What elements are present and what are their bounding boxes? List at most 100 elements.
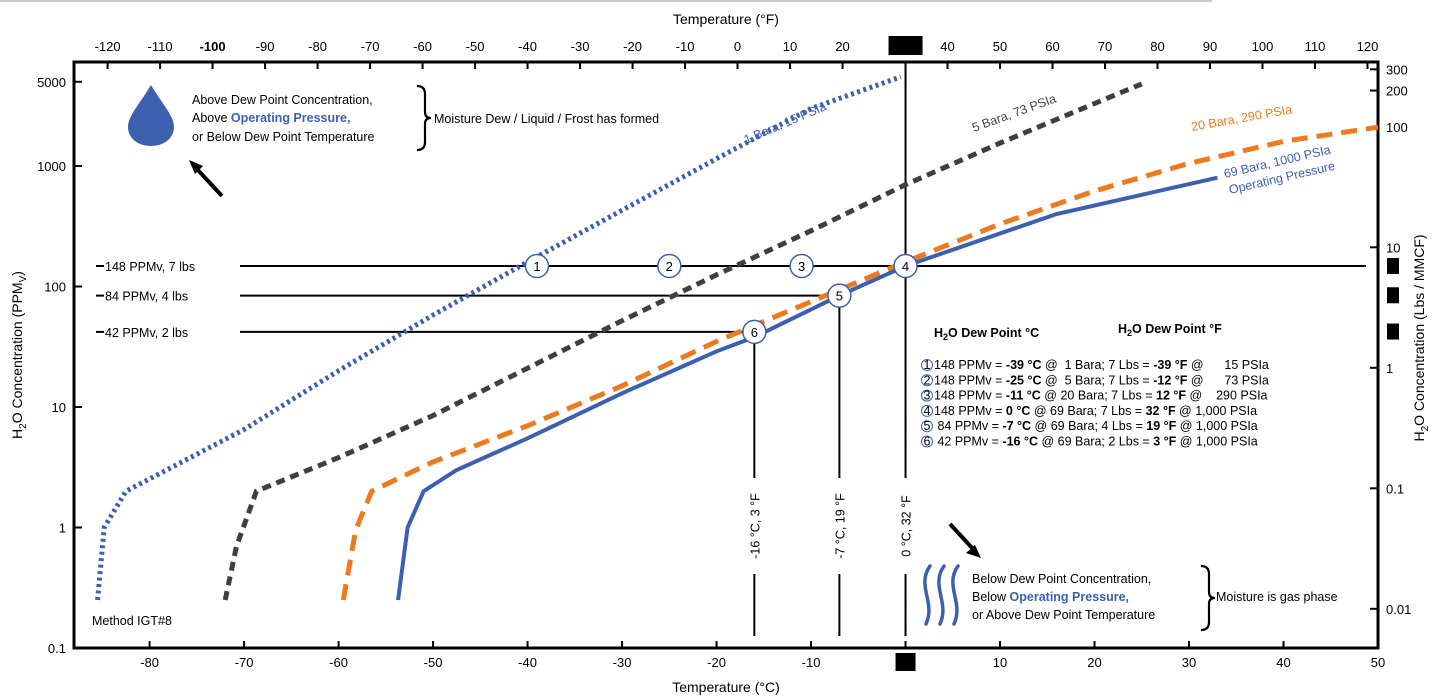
x-bottom-tick-label: -80 (140, 655, 159, 670)
point-number: 4 (902, 259, 909, 274)
below-result: Moisture is gas phase (1216, 590, 1338, 604)
table-row-number: 5 (924, 419, 931, 433)
axis-ticks: -80 -70 -60 -50 -40 -30 -20 -10 0 10 20 30 40 50-120-… (37, 36, 1411, 671)
table-row: 84 PPMv = -7 °C @ 69 Bara; 4 Lbs = 19 °F… (934, 419, 1258, 433)
series-label: 20 Bara, 290 PSIa (1190, 102, 1293, 134)
ref-label: 42 PPMv, 2 lbs (105, 326, 188, 340)
table-row: 148 PPMv = -39 °C @ 1 Bara; 7 Lbs = -39 … (934, 358, 1269, 372)
x-top-tick-label: -60 (413, 39, 432, 54)
x-top-tick-label: -40 (518, 39, 537, 54)
table-row-number: 2 (924, 373, 931, 387)
table-row-number: 3 (924, 389, 931, 403)
x-top-tick-label: -50 (466, 39, 485, 54)
x-top-tick-label: 10 (783, 39, 797, 54)
x-top-tick-label: -110 (148, 39, 173, 54)
y-right-tick-label: 10 (1386, 240, 1400, 255)
point-number: 1 (533, 259, 540, 274)
point-marker (742, 319, 767, 345)
table-row-marker (921, 359, 933, 371)
table-row-marker (921, 389, 933, 402)
top-axis-title: Temperature (°F) (673, 11, 779, 27)
series-label: 5 Bara, 73 PSIa (970, 91, 1058, 134)
x-bottom-tick-label: -60 (329, 655, 348, 670)
x-top-tick-label: -120 (95, 39, 121, 54)
v-label: 0 °C, 32 °F (900, 495, 914, 557)
v-label-bg (745, 478, 764, 574)
table-row-marker (921, 435, 933, 448)
dew-points: 1 2 3 4 5 6 (524, 253, 918, 345)
series-label: 1 Bara, 15 PSIa (742, 99, 829, 146)
x-top-tick-label: 100 (1252, 39, 1274, 54)
y-left-tick-label: 1000 (37, 159, 66, 174)
x-top-tick-label: 80 (1150, 39, 1164, 54)
x-bottom-tick-label: 30 (1182, 655, 1196, 670)
v-label: -16 °C, 3 °F (748, 493, 762, 559)
x-top-tick-label: -20 (623, 39, 642, 54)
x-top-tick-label: 110 (1305, 39, 1326, 54)
ref-label: 148 PPMv, 7 lbs (105, 260, 195, 274)
table-row: 148 PPMv = 0 °C @ 69 Bara; 7 Lbs = 32 °F… (934, 404, 1257, 418)
y-right-highlight-label: 4 (1389, 288, 1397, 303)
x-top-highlight (888, 36, 923, 55)
above-result: Moisture Dew / Liquid / Frost has formed (434, 112, 659, 126)
x-top-tick-label: -100 (200, 39, 226, 54)
x-bottom-tick-label: -50 (424, 655, 443, 670)
reference-lines: 148 PPMv, 7 lbs 84 PPMv, 4 lbs 42 PPMv, 2 … (96, 68, 1366, 636)
series-line (396, 175, 1218, 601)
table-row-marker (921, 420, 933, 433)
water-drop-icon (128, 85, 174, 146)
above-line-3: or Below Dew Point Temperature (192, 130, 375, 144)
v-label-bg (830, 478, 849, 574)
y-right-tick-label: 100 (1386, 120, 1408, 135)
y-left-tick-label: 0.1 (48, 641, 66, 656)
y-left-tick-label: 1 (59, 521, 66, 536)
table-row-number: 1 (924, 358, 931, 372)
x-bottom-tick-label: 50 (1371, 655, 1385, 670)
below-brace (1200, 564, 1216, 632)
series-line (95, 74, 902, 601)
table-header-f: H2O Dew Point °F (1118, 322, 1222, 338)
point-marker (789, 253, 814, 279)
x-bottom-highlight (895, 653, 916, 671)
y-right-tick-label: 1 (1386, 361, 1393, 376)
bottom-axis-title: Temperature (°C) (672, 679, 780, 695)
y-right-tick-label: 200 (1386, 84, 1408, 99)
ref-label: 84 PPMv, 4 lbs (105, 290, 188, 304)
y-right-highlight (1387, 257, 1399, 274)
point-marker (657, 253, 682, 279)
y-left-tick-label: 10 (52, 400, 66, 415)
x-bottom-tick-label: 10 (993, 655, 1007, 670)
y-right-tick-label: 300 (1386, 62, 1408, 77)
y-right-highlight-label: 7 (1389, 259, 1396, 274)
table-row-marker (921, 404, 933, 417)
table-row: 42 PPMv = -16 °C @ 69 Bara; 2 Lbs = 3 °F… (934, 435, 1258, 449)
arrow-up-left-icon (189, 160, 224, 198)
x-top-tick-label: -30 (571, 39, 590, 54)
above-line-2: Above Operating Pressure, (192, 111, 350, 125)
x-bottom-tick-label: -30 (613, 655, 632, 670)
below-line-2: Below Operating Pressure, (972, 590, 1129, 604)
table-row-marker (921, 374, 933, 387)
point-number: 3 (798, 259, 805, 274)
gas-flame-icon (923, 564, 960, 626)
table-header-c: H2O Dew Point °C (934, 326, 1039, 342)
series-line (340, 124, 1379, 601)
plot-frame (72, 60, 1380, 650)
table-row-number: 6 (924, 435, 931, 449)
point-marker (827, 283, 852, 308)
x-top-tick-label: -10 (676, 39, 695, 54)
x-top-tick-label: 60 (1045, 39, 1059, 54)
dew-point-table: H2O Dew Point °C H2O Dew Point °F 1 148 P… (921, 322, 1269, 449)
point-number: 5 (836, 289, 843, 304)
v-label-bg (896, 478, 915, 574)
point-number: 6 (751, 325, 758, 340)
table-row: 148 PPMv = -11 °C @ 20 Bara; 7 Lbs = 12 … (934, 389, 1268, 403)
x-bottom-tick-label: 20 (1087, 655, 1101, 670)
x-top-tick-label: 32 (898, 39, 912, 54)
y-left-tick-label: 100 (44, 280, 66, 295)
x-top-tick-label: 90 (1203, 39, 1217, 54)
x-bottom-tick-label: -20 (707, 655, 726, 670)
x-top-tick-label: 40 (940, 39, 954, 54)
left-axis-title: H2O Concentration (PPMV) (9, 271, 29, 439)
y-left-tick-label: 5000 (37, 75, 66, 90)
